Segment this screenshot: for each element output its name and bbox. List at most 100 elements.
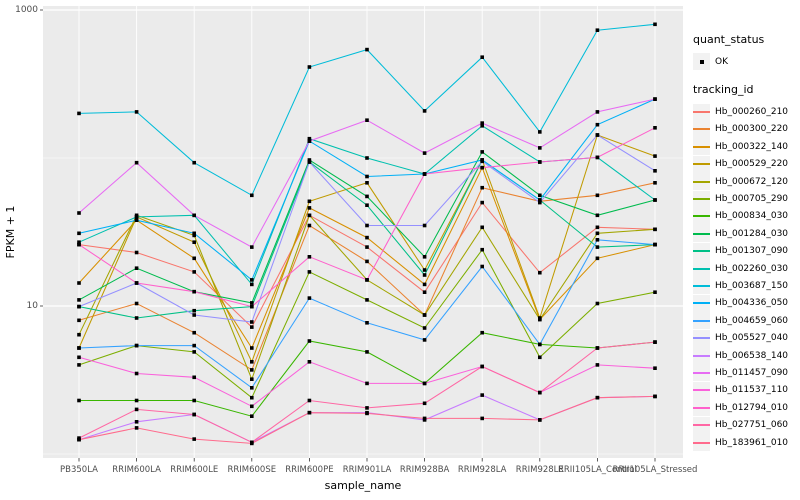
data-point xyxy=(480,416,484,421)
data-point xyxy=(422,268,427,272)
legend-key-Hb_005527_040 xyxy=(693,329,710,347)
legend-item-Hb_004336_050: Hb_004336_050 xyxy=(693,294,799,312)
data-point xyxy=(480,55,484,59)
legend-title-quant-status: quant_status xyxy=(693,33,765,46)
legend-item-label: Hb_000300_220 xyxy=(715,124,789,135)
y-tick-label: 1000 xyxy=(15,5,38,15)
legend-item-label: Hb_000705_290 xyxy=(715,194,789,205)
legend-key-Hb_000260_210 xyxy=(693,103,710,121)
legend-line-swatch xyxy=(693,163,710,166)
data-point xyxy=(192,233,196,238)
legend-item-Hb_004659_060: Hb_004659_060 xyxy=(693,312,799,330)
data-point xyxy=(480,264,484,269)
data-point xyxy=(307,296,312,300)
legend-item-Hb_006538_140: Hb_006538_140 xyxy=(693,347,799,365)
legend-item-Hb_003687_150: Hb_003687_150 xyxy=(693,277,799,295)
legend-key-Hb_011457_090 xyxy=(693,364,710,382)
data-point xyxy=(250,368,254,372)
data-point xyxy=(192,213,196,218)
data-point xyxy=(422,255,427,259)
data-point xyxy=(77,111,81,116)
data-point xyxy=(134,371,139,376)
data-point xyxy=(77,318,81,323)
data-point xyxy=(192,398,196,403)
data-point xyxy=(134,407,139,412)
legend-key-ok xyxy=(693,53,710,71)
legend-item-Hb_000529_220: Hb_000529_220 xyxy=(693,155,799,173)
data-point xyxy=(250,441,254,446)
data-point xyxy=(250,395,254,400)
data-point xyxy=(250,346,254,350)
legend-line-swatch xyxy=(693,354,710,357)
data-point xyxy=(307,139,312,143)
data-point xyxy=(480,159,484,164)
data-point xyxy=(307,398,312,403)
data-point xyxy=(192,437,196,441)
data-point xyxy=(538,355,542,360)
data-point xyxy=(77,281,81,285)
data-point xyxy=(77,304,81,309)
data-point xyxy=(595,346,600,350)
data-point xyxy=(365,259,369,264)
data-point xyxy=(595,256,600,261)
data-point xyxy=(134,250,139,255)
legend-line-swatch xyxy=(693,302,710,305)
data-point xyxy=(538,270,542,275)
x-tick-label: RRIM600LA xyxy=(112,465,161,475)
data-point xyxy=(653,154,657,158)
data-point xyxy=(480,121,484,125)
ok-point-icon xyxy=(699,59,704,64)
legend-item-label: Hb_000529_220 xyxy=(715,159,789,170)
data-point xyxy=(422,282,427,287)
data-point xyxy=(134,343,139,348)
data-point xyxy=(365,181,369,185)
data-point xyxy=(192,343,196,348)
data-point xyxy=(77,398,81,403)
legend-item-Hb_000672_120: Hb_000672_120 xyxy=(693,173,799,191)
legend-line-swatch xyxy=(693,337,710,340)
data-point xyxy=(422,109,427,113)
data-point xyxy=(653,227,657,232)
data-point xyxy=(595,28,600,32)
data-point xyxy=(77,346,81,350)
legend-key-Hb_000705_290 xyxy=(693,190,710,208)
legend-item-Hb_183961_010: Hb_183961_010 xyxy=(693,434,799,451)
data-point xyxy=(134,215,139,219)
data-point xyxy=(77,240,81,244)
legend-line-swatch xyxy=(693,250,710,253)
legend-line-swatch xyxy=(693,111,710,114)
data-point xyxy=(422,290,427,294)
data-point xyxy=(192,412,196,417)
data-point xyxy=(250,282,254,287)
data-point xyxy=(307,158,312,162)
legend-item-label: Hb_003687_150 xyxy=(715,280,789,291)
legend-item-label: Hb_012794_010 xyxy=(715,402,789,413)
data-point xyxy=(250,414,254,418)
data-point xyxy=(595,395,600,400)
legend-item-Hb_012794_010: Hb_012794_010 xyxy=(693,399,799,417)
data-point xyxy=(480,225,484,230)
legend-item-Hb_000834_030: Hb_000834_030 xyxy=(693,207,799,225)
legend: quant_status OK tracking_id Hb_000260_21… xyxy=(693,33,799,451)
legend-item-Hb_001284_030: Hb_001284_030 xyxy=(693,225,799,243)
legend-item-Hb_011457_090: Hb_011457_090 xyxy=(693,364,799,382)
data-point xyxy=(250,360,254,364)
data-point xyxy=(134,301,139,306)
data-point xyxy=(422,381,427,386)
data-point xyxy=(365,223,369,228)
data-point xyxy=(595,363,600,367)
legend-key-Hb_000300_220 xyxy=(693,120,710,138)
data-point xyxy=(653,290,657,294)
data-point xyxy=(538,130,542,134)
data-point xyxy=(595,225,600,230)
data-point xyxy=(77,298,81,302)
data-point xyxy=(250,301,254,305)
data-point xyxy=(250,404,254,409)
data-point xyxy=(192,231,196,236)
legend-item-Hb_011537_110: Hb_011537_110 xyxy=(693,381,799,399)
data-point xyxy=(77,332,81,337)
data-point xyxy=(595,110,600,114)
legend-line-swatch xyxy=(693,406,710,409)
data-point xyxy=(134,316,139,320)
data-point xyxy=(307,360,312,364)
